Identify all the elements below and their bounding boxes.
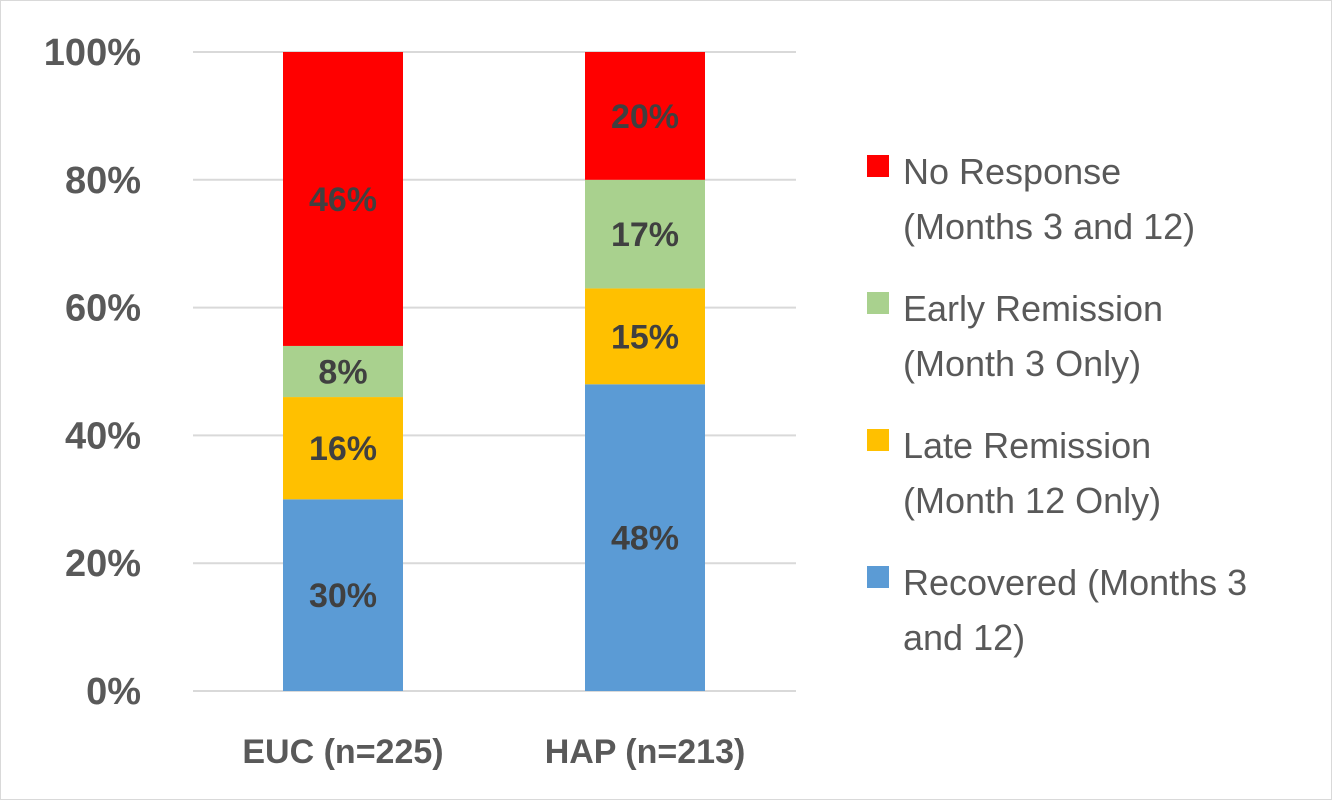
data-labels: 30% 16% 8% 46% 48% 15% 17% 20% <box>309 98 679 615</box>
bar-segment <box>283 499 403 691</box>
y-tick-label: 60% <box>65 288 141 330</box>
legend-label: and 12) <box>903 617 1025 658</box>
legend-label: (Months 3 and 12) <box>903 206 1195 247</box>
x-category-label: EUC (n=225) <box>242 733 443 771</box>
legend-swatch <box>867 292 889 314</box>
data-label: 20% <box>611 98 679 136</box>
y-axis-tick-labels: 0% 20% 40% 60% 80% 100% <box>44 32 141 713</box>
data-label: 8% <box>318 354 367 392</box>
y-tick-label: 20% <box>65 543 141 585</box>
bar-segment <box>283 345 403 398</box>
legend-label: Recovered (Months 3 <box>903 562 1247 603</box>
legend-label: Late Remission <box>903 425 1151 466</box>
legend-swatch <box>867 566 889 588</box>
data-label: 16% <box>309 430 377 468</box>
bar-segment <box>283 52 403 346</box>
data-label: 17% <box>611 216 679 254</box>
x-axis-category-labels: EUC (n=225) HAP (n=213) <box>242 733 745 771</box>
data-label: 15% <box>611 318 679 356</box>
legend-label: Early Remission <box>903 288 1163 329</box>
legend-label: (Month 3 Only) <box>903 343 1141 384</box>
legend: No Response (Months 3 and 12) Early Remiss… <box>867 151 1247 658</box>
bar-segment <box>585 179 705 289</box>
bar-segment <box>585 288 705 385</box>
y-tick-label: 80% <box>65 160 141 202</box>
legend-swatch <box>867 155 889 177</box>
y-tick-label: 40% <box>65 415 141 457</box>
bars <box>283 52 705 691</box>
legend-label: No Response <box>903 151 1121 192</box>
legend-label: (Month 12 Only) <box>903 480 1161 521</box>
bar-segment <box>283 397 403 500</box>
data-label: 46% <box>309 181 377 219</box>
x-category-label: HAP (n=213) <box>545 733 746 771</box>
data-label: 48% <box>611 520 679 558</box>
y-tick-label: 0% <box>86 671 141 713</box>
bar-segment <box>585 52 705 180</box>
y-tick-label: 100% <box>44 32 141 74</box>
bar-segment <box>585 384 705 691</box>
legend-swatch <box>867 429 889 451</box>
data-label: 30% <box>309 577 377 615</box>
